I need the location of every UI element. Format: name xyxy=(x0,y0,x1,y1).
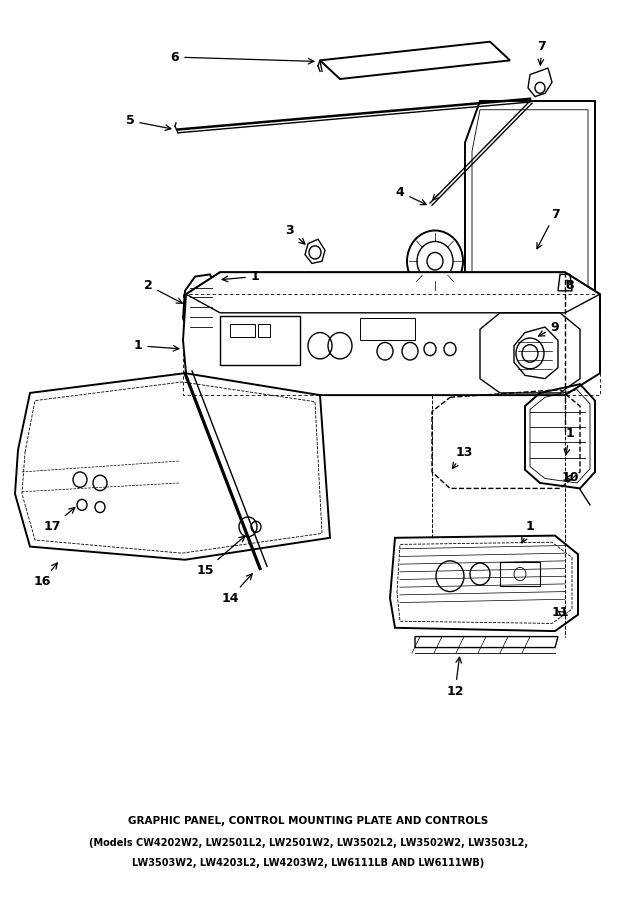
Bar xyxy=(360,319,415,340)
Text: 1: 1 xyxy=(564,427,574,454)
Text: 14: 14 xyxy=(222,574,252,605)
Text: 4: 4 xyxy=(395,185,426,204)
Bar xyxy=(220,316,300,365)
Polygon shape xyxy=(183,272,600,395)
Text: GRAPHIC PANEL, CONTROL MOUNTING PLATE AND CONTROLS: GRAPHIC PANEL, CONTROL MOUNTING PLATE AN… xyxy=(128,816,489,826)
Text: 7: 7 xyxy=(537,208,560,248)
Text: 16: 16 xyxy=(33,563,57,589)
Text: 3: 3 xyxy=(286,224,305,244)
Polygon shape xyxy=(390,536,578,631)
Text: (Models CW4202W2, LW2501L2, LW2501W2, LW3502L2, LW3502W2, LW3503L2,: (Models CW4202W2, LW2501L2, LW2501W2, LW… xyxy=(89,838,528,848)
Text: 13: 13 xyxy=(452,446,473,469)
Bar xyxy=(500,562,540,586)
Text: 1: 1 xyxy=(522,520,534,543)
Text: 10: 10 xyxy=(561,471,579,484)
Text: 1: 1 xyxy=(134,339,179,352)
Text: 2: 2 xyxy=(144,279,182,303)
Text: 7: 7 xyxy=(537,40,547,65)
Bar xyxy=(230,324,255,337)
Text: 17: 17 xyxy=(43,508,75,534)
Text: 8: 8 xyxy=(566,279,574,292)
Text: 11: 11 xyxy=(551,606,569,619)
Text: 9: 9 xyxy=(539,320,560,336)
Bar xyxy=(258,324,270,337)
Text: 15: 15 xyxy=(196,536,245,577)
Text: 12: 12 xyxy=(446,657,464,698)
Text: 6: 6 xyxy=(171,50,314,64)
Polygon shape xyxy=(15,374,330,560)
Text: 1: 1 xyxy=(222,270,259,284)
Text: 5: 5 xyxy=(126,114,171,130)
Text: LW3503W2, LW4203L2, LW4203W2, LW6111LB AND LW6111WB): LW3503W2, LW4203L2, LW4203W2, LW6111LB A… xyxy=(133,858,484,868)
